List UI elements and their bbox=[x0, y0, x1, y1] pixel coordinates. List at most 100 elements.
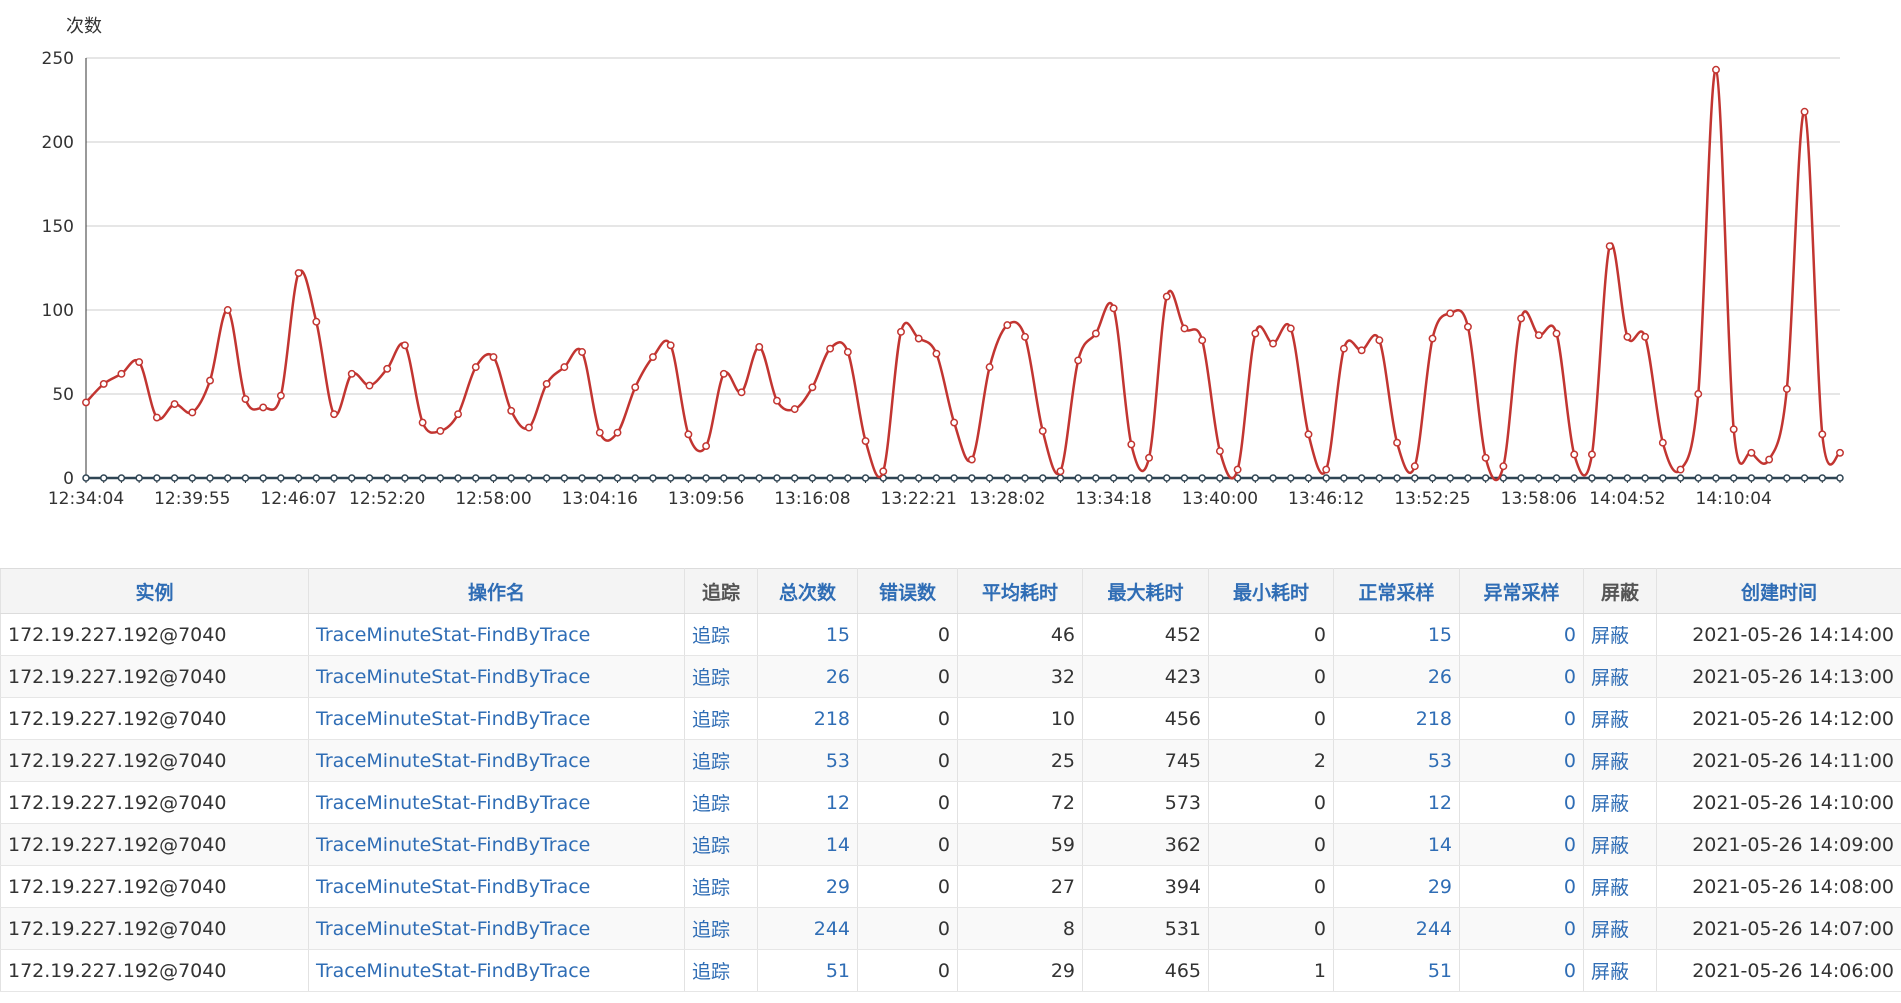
col-header-max-cost[interactable]: 最大耗时 bbox=[1082, 568, 1209, 614]
col-header-errors[interactable]: 错误数 bbox=[857, 568, 958, 614]
cell-trace-link[interactable]: 追踪 bbox=[684, 655, 758, 698]
cell-total-link[interactable]: 51 bbox=[757, 949, 858, 992]
cell-normal-samples-link[interactable]: 12 bbox=[1333, 781, 1460, 824]
y-axis-title: 次数 bbox=[66, 16, 102, 37]
baseline-point bbox=[259, 474, 267, 482]
cell-trace-link[interactable]: 追踪 bbox=[684, 781, 758, 824]
main-point bbox=[1605, 242, 1614, 251]
cell-block-link[interactable]: 屏蔽 bbox=[1583, 613, 1657, 656]
baseline-point bbox=[1588, 474, 1596, 482]
col-header-min-cost[interactable]: 最小耗时 bbox=[1208, 568, 1334, 614]
cell-normal-samples-link[interactable]: 29 bbox=[1333, 865, 1460, 908]
col-header-abnormal-samples[interactable]: 异常采样 bbox=[1459, 568, 1584, 614]
cell-total-link[interactable]: 26 bbox=[757, 655, 858, 698]
y-tick-label: 200 bbox=[42, 133, 74, 153]
cell-block-link[interactable]: 屏蔽 bbox=[1583, 655, 1657, 698]
cell-normal-samples-link[interactable]: 15 bbox=[1333, 613, 1460, 656]
baseline-point bbox=[1304, 474, 1313, 482]
cell-total-link[interactable]: 218 bbox=[757, 697, 858, 740]
x-tick-label: 13:16:08 bbox=[774, 489, 850, 509]
cell-total-link[interactable]: 14 bbox=[757, 823, 858, 866]
cell-normal-samples-link[interactable]: 218 bbox=[1333, 697, 1460, 740]
col-header-normal-samples[interactable]: 正常采样 bbox=[1333, 568, 1460, 614]
x-tick-label: 13:40:00 bbox=[1182, 489, 1258, 509]
baseline-point bbox=[844, 474, 852, 482]
cell-normal-samples-link[interactable]: 51 bbox=[1333, 949, 1460, 992]
main-point bbox=[117, 369, 126, 378]
cell-operation-link[interactable]: TraceMinuteStat-FindByTrace bbox=[308, 697, 685, 740]
trace-stat-table-container: 实例 操作名 追踪 总次数 错误数 平均耗时 最大耗时 最小耗时 正常采样 异常… bbox=[0, 568, 1901, 1003]
cell-trace-link[interactable]: 追踪 bbox=[684, 949, 758, 992]
cell-abnormal-samples-link[interactable]: 0 bbox=[1459, 739, 1584, 782]
baseline-point bbox=[1818, 474, 1827, 482]
cell-trace-link[interactable]: 追踪 bbox=[684, 739, 758, 782]
cell-abnormal-samples-link[interactable]: 0 bbox=[1459, 823, 1584, 866]
cell-instance: 172.19.227.192@7040 bbox=[0, 781, 309, 824]
cell-operation-link[interactable]: TraceMinuteStat-FindByTrace bbox=[308, 613, 685, 656]
cell-total-link[interactable]: 53 bbox=[757, 739, 858, 782]
main-point bbox=[897, 327, 905, 336]
baseline-point bbox=[223, 474, 232, 482]
cell-abnormal-samples-link[interactable]: 0 bbox=[1459, 781, 1584, 824]
cell-block-link[interactable]: 屏蔽 bbox=[1583, 907, 1657, 950]
cell-trace-link[interactable]: 追踪 bbox=[684, 823, 758, 866]
cell-operation-link[interactable]: TraceMinuteStat-FindByTrace bbox=[308, 823, 685, 866]
cell-abnormal-samples-link[interactable]: 0 bbox=[1459, 697, 1584, 740]
baseline-point bbox=[525, 474, 533, 482]
main-point bbox=[702, 442, 711, 451]
cell-operation-link[interactable]: TraceMinuteStat-FindByTrace bbox=[308, 907, 685, 950]
baseline-point bbox=[755, 474, 764, 482]
cell-normal-samples-link[interactable]: 26 bbox=[1333, 655, 1460, 698]
cell-block-link[interactable]: 屏蔽 bbox=[1583, 865, 1657, 908]
col-header-avg-cost[interactable]: 平均耗时 bbox=[957, 568, 1083, 614]
main-point bbox=[914, 334, 923, 343]
cell-abnormal-samples-link[interactable]: 0 bbox=[1459, 613, 1584, 656]
cell-operation-link[interactable]: TraceMinuteStat-FindByTrace bbox=[308, 949, 685, 992]
cell-trace-link[interactable]: 追踪 bbox=[684, 697, 758, 740]
cell-total-link[interactable]: 12 bbox=[757, 781, 858, 824]
cell-min-cost: 2 bbox=[1208, 739, 1334, 782]
cell-abnormal-samples-link[interactable]: 0 bbox=[1459, 655, 1584, 698]
baseline-point bbox=[1570, 474, 1578, 482]
main-point bbox=[206, 376, 214, 385]
cell-block-link[interactable]: 屏蔽 bbox=[1583, 697, 1657, 740]
main-point bbox=[861, 437, 870, 445]
cell-abnormal-samples-link[interactable]: 0 bbox=[1459, 949, 1584, 992]
cell-trace-link[interactable]: 追踪 bbox=[684, 907, 758, 950]
x-tick-label: 13:58:06 bbox=[1501, 489, 1577, 509]
cell-min-cost: 0 bbox=[1208, 655, 1334, 698]
cell-normal-samples-link[interactable]: 53 bbox=[1333, 739, 1460, 782]
cell-errors: 0 bbox=[857, 823, 958, 866]
baseline-point bbox=[1552, 474, 1561, 482]
baseline-point bbox=[1836, 474, 1844, 482]
cell-operation-link[interactable]: TraceMinuteStat-FindByTrace bbox=[308, 655, 685, 698]
cell-operation-link[interactable]: TraceMinuteStat-FindByTrace bbox=[308, 739, 685, 782]
x-tick-label: 13:04:16 bbox=[562, 489, 638, 509]
cell-block-link[interactable]: 屏蔽 bbox=[1583, 739, 1657, 782]
cell-normal-samples-link[interactable]: 244 bbox=[1333, 907, 1460, 950]
col-header-total[interactable]: 总次数 bbox=[757, 568, 858, 614]
main-point bbox=[330, 410, 338, 419]
baseline-point bbox=[1180, 474, 1189, 482]
cell-trace-link[interactable]: 追踪 bbox=[684, 865, 758, 908]
cell-block-link[interactable]: 屏蔽 bbox=[1583, 949, 1657, 992]
col-header-operation[interactable]: 操作名 bbox=[308, 568, 685, 614]
cell-block-link[interactable]: 屏蔽 bbox=[1583, 781, 1657, 824]
cell-trace-link[interactable]: 追踪 bbox=[684, 613, 758, 656]
cell-total-link[interactable]: 29 bbox=[757, 865, 858, 908]
main-point bbox=[1233, 465, 1242, 474]
cell-normal-samples-link[interactable]: 14 bbox=[1333, 823, 1460, 866]
cell-total-link[interactable]: 15 bbox=[757, 613, 858, 656]
cell-abnormal-samples-link[interactable]: 0 bbox=[1459, 865, 1584, 908]
cell-operation-link[interactable]: TraceMinuteStat-FindByTrace bbox=[308, 865, 685, 908]
cell-abnormal-samples-link[interactable]: 0 bbox=[1459, 907, 1584, 950]
cell-block-link[interactable]: 屏蔽 bbox=[1583, 823, 1657, 866]
col-header-instance[interactable]: 实例 bbox=[0, 568, 309, 614]
col-header-created-time[interactable]: 创建时间 bbox=[1656, 568, 1901, 614]
cell-operation-link[interactable]: TraceMinuteStat-FindByTrace bbox=[308, 781, 685, 824]
main-point bbox=[1641, 332, 1650, 341]
x-tick-label: 13:09:56 bbox=[668, 489, 744, 509]
main-point bbox=[950, 418, 959, 427]
main-point bbox=[294, 269, 303, 277]
cell-total-link[interactable]: 244 bbox=[757, 907, 858, 950]
